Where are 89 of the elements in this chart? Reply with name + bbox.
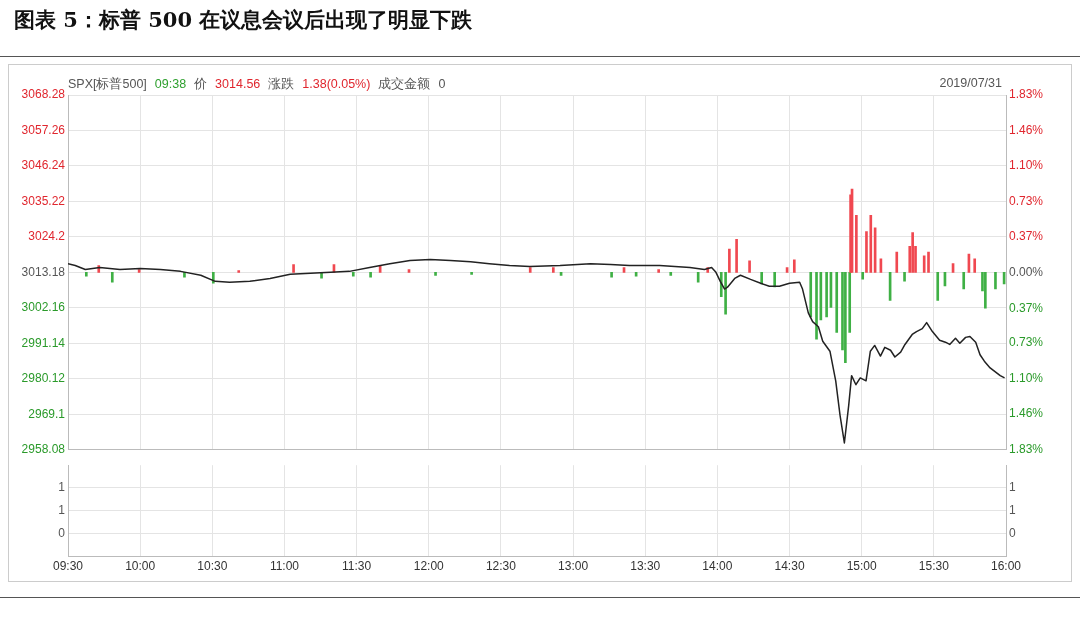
text: 2019/07/31 xyxy=(939,76,1002,90)
y2-tick-label: 0.37% xyxy=(1009,228,1044,243)
bar xyxy=(869,214,873,273)
bar xyxy=(696,272,700,283)
bar xyxy=(669,272,673,276)
bar xyxy=(855,214,858,273)
bar xyxy=(84,272,88,277)
x-tick-label: 13:30 xyxy=(630,558,661,573)
y2-tick-label: 0 xyxy=(1009,525,1016,540)
y-tick-label: 1 xyxy=(58,502,66,517)
y-tick-label: 3002.16 xyxy=(21,300,66,315)
y-tick-label: 0 xyxy=(58,525,66,540)
bar xyxy=(237,270,241,273)
bar xyxy=(610,272,613,278)
y-tick-label: 2980.12 xyxy=(21,371,66,386)
bar xyxy=(728,248,731,273)
bar xyxy=(809,272,813,318)
bar xyxy=(984,272,987,309)
y2-tick-label: 1.83% xyxy=(1009,87,1044,102)
bar xyxy=(903,272,906,282)
y2-tick-label: 0.37% xyxy=(1009,300,1044,315)
y2-tick-label: 1.46% xyxy=(1009,123,1044,138)
x-tick-label: 09:30 xyxy=(52,558,84,573)
bar xyxy=(292,264,295,273)
bar xyxy=(973,258,977,273)
y2-tick-label: 1.10% xyxy=(1009,371,1044,386)
x-tick-label: 12:30 xyxy=(485,558,517,573)
bar xyxy=(735,239,738,273)
y-tick-label: 2991.14 xyxy=(21,335,66,350)
bar xyxy=(936,272,940,301)
bar xyxy=(994,272,997,290)
text: 涨跌 xyxy=(268,77,295,91)
x-tick-label: 12:00 xyxy=(413,558,445,573)
y-tick-label: 3068.28 xyxy=(21,87,66,102)
y-tick-label: 3035.22 xyxy=(21,193,66,208)
y2-tick-label: 1.83% xyxy=(1009,442,1044,457)
bar xyxy=(470,272,473,275)
bar xyxy=(724,272,727,315)
bar xyxy=(815,272,818,340)
chart-title: 图表 5：标普 500 在议息会议后出现了明显下跌 xyxy=(14,6,473,34)
text: SPX[标普500] xyxy=(68,77,147,91)
x-tick-label: 10:30 xyxy=(197,558,228,573)
y-tick-label: 3013.18 xyxy=(21,264,66,279)
bar xyxy=(792,259,796,273)
bar xyxy=(528,267,532,273)
y-tick-label: 1 xyxy=(58,480,66,495)
text: 价 xyxy=(194,77,208,91)
y2-tick-label: 1 xyxy=(1009,480,1016,495)
text: 3014.56 xyxy=(215,77,261,91)
bar xyxy=(748,260,751,273)
y-tick-label: 3057.26 xyxy=(21,122,66,137)
x-tick-label: 15:30 xyxy=(918,558,950,573)
y-tick-label: 3024.2 xyxy=(28,229,66,244)
x-tick-label: 13:00 xyxy=(558,558,589,573)
bar xyxy=(434,272,437,276)
y-tick-label: 2969.1 xyxy=(28,406,66,421)
x-tick-label: 15:00 xyxy=(846,558,878,573)
text: 09:38 xyxy=(154,77,187,91)
bar xyxy=(369,272,372,278)
y-tick-label: 3046.24 xyxy=(21,158,66,173)
x-tick-label: 10:00 xyxy=(125,558,156,573)
bar xyxy=(911,232,914,273)
x-tick-label: 16:00 xyxy=(990,558,1022,573)
bar xyxy=(922,255,926,273)
x-tick-label: 14:30 xyxy=(774,558,805,573)
x-tick-label: 11:30 xyxy=(342,558,372,573)
text: 0 xyxy=(438,77,446,91)
y2-tick-label: 0.73% xyxy=(1009,335,1044,350)
bar xyxy=(835,272,839,333)
x-tick-label: 14:00 xyxy=(702,558,733,573)
bar xyxy=(551,267,555,273)
bar xyxy=(895,251,899,273)
y2-tick-label: 1.46% xyxy=(1009,406,1044,421)
bar xyxy=(657,269,660,273)
y2-tick-label: 0.00% xyxy=(1009,264,1044,279)
bar xyxy=(351,272,355,277)
text: 1.38(0.05%) xyxy=(302,77,371,91)
bar xyxy=(962,272,966,290)
y2-tick-label: 1.10% xyxy=(1009,158,1044,173)
bar xyxy=(825,272,828,318)
bar xyxy=(110,272,114,283)
bar xyxy=(844,272,847,363)
y2-tick-label: 0.73% xyxy=(1009,193,1044,208)
text: 成交金额 xyxy=(378,77,431,91)
y2-tick-label: 1 xyxy=(1009,502,1016,517)
y-tick-label: 2958.08 xyxy=(21,442,66,457)
bar xyxy=(927,251,930,273)
bar xyxy=(861,272,865,280)
x-tick-label: 11:00 xyxy=(269,558,300,573)
